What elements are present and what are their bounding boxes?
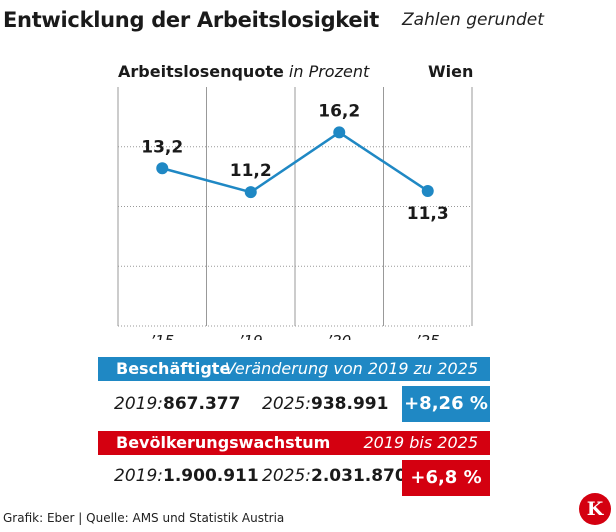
metric-name: Arbeitslosenquote xyxy=(118,62,284,81)
region-label: Wien xyxy=(428,62,474,81)
employment-header: Beschäftigte Veränderung von 2019 zu 202… xyxy=(98,357,490,381)
metric-unit: in Prozent xyxy=(288,62,370,81)
x-tick-label: ’25 xyxy=(416,332,440,340)
employment-change-badge: +8,26 % xyxy=(402,386,490,422)
value-labels: 13,2 11,2 16,2 11,3 xyxy=(141,101,448,224)
population-2025-label: 2025: xyxy=(262,466,311,486)
population-subtitle: 2019 bis 2025 xyxy=(363,433,478,452)
population-header: Bevölkerungswachstum 2019 bis 2025 xyxy=(98,431,490,455)
population-label: Bevölkerungswachstum xyxy=(116,433,331,452)
population-2019-label: 2019: xyxy=(114,466,163,486)
population-2025-value: 2.031.870 xyxy=(311,466,407,486)
grid xyxy=(117,87,473,327)
data-label: 11,3 xyxy=(407,204,449,224)
chart-subtitle: Arbeitslosenquote in Prozent xyxy=(118,62,369,81)
x-tick-label: ’20 xyxy=(327,332,351,340)
x-tick-labels: ’15 ’19 ’20 ’25 xyxy=(150,332,439,340)
population-2019: 2019:1.900.911 xyxy=(114,466,259,486)
data-points xyxy=(156,126,434,199)
employment-2019-label: 2019: xyxy=(114,394,163,414)
employment-2025: 2025:938.991 xyxy=(262,394,388,414)
data-point xyxy=(156,162,169,175)
employment-subtitle: Veränderung von 2019 zu 2025 xyxy=(224,359,478,378)
line-chart: 13,2 11,2 16,2 11,3 ’15 ’19 ’20 ’25 xyxy=(117,87,473,340)
population-change-badge: +6,8 % xyxy=(402,460,490,496)
rounding-note: Zahlen gerundet xyxy=(402,10,544,30)
employment-2019-value: 867.377 xyxy=(163,394,241,414)
series-polyline xyxy=(161,131,429,194)
data-point xyxy=(244,186,257,199)
population-2019-value: 1.900.911 xyxy=(163,466,259,486)
chart-title: Entwicklung der Arbeitslosigkeit xyxy=(3,8,379,32)
data-label: 13,2 xyxy=(141,137,183,157)
employment-2025-value: 938.991 xyxy=(311,394,389,414)
x-tick-label: ’15 xyxy=(150,332,174,340)
data-label: 11,2 xyxy=(230,161,272,181)
population-2025: 2025:2.031.870 xyxy=(262,466,407,486)
x-tick-label: ’19 xyxy=(239,332,263,340)
employment-label: Beschäftigte xyxy=(116,359,231,378)
data-label: 16,2 xyxy=(318,101,360,121)
kurier-logo: K xyxy=(579,493,611,525)
employment-2025-label: 2025: xyxy=(262,394,311,414)
source-footer: Grafik: Eber | Quelle: AMS und Statistik… xyxy=(3,511,285,525)
data-point xyxy=(333,126,346,139)
data-point xyxy=(421,184,434,197)
series-line xyxy=(161,131,429,194)
employment-2019: 2019:867.377 xyxy=(114,394,240,414)
